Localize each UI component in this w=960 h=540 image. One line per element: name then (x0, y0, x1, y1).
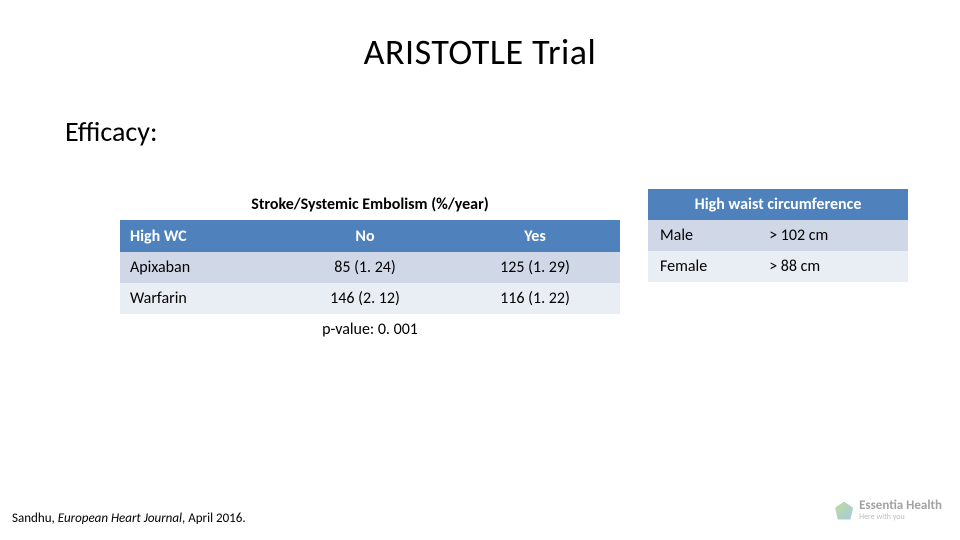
citation: Sandhu, European Heart Journal, April 20… (12, 511, 246, 526)
logo-text-wrap: Essentia Health Here with you (859, 499, 942, 522)
table-row: Female > 88 cm (648, 251, 908, 282)
table-row: Male > 102 cm (648, 220, 908, 251)
cell-threshold: > 88 cm (757, 251, 908, 282)
section-subtitle: Efficacy: (0, 74, 960, 149)
tables-container: Stroke/Systemic Embolism (%/year) High W… (0, 149, 960, 345)
pvalue-cell: p-value: 0. 001 (120, 314, 620, 345)
cell-sex: Male (648, 220, 757, 251)
citation-prefix: Sandhu, (12, 511, 58, 526)
subhead-highwc: High WC (120, 221, 280, 253)
pvalue-row: p-value: 0. 001 (120, 314, 620, 345)
table-row: Apixaban 85 (1. 24) 125 (1. 29) (120, 252, 620, 283)
page-title: ARISTOTLE Trial (0, 0, 960, 74)
table-subheader-row: High WC No Yes (120, 221, 620, 253)
logo-tagline: Here with you (859, 512, 942, 522)
table-row: Warfarin 146 (2. 12) 116 (1. 22) (120, 283, 620, 314)
table-header-span: Stroke/Systemic Embolism (%/year) (120, 189, 620, 221)
subhead-yes: Yes (450, 221, 620, 253)
cell-yes: 116 (1. 22) (450, 283, 620, 314)
citation-suffix: , April 2016. (182, 511, 246, 526)
brand-logo: Essentia Health Here with you (835, 499, 942, 522)
citation-journal: European Heart Journal (58, 511, 182, 526)
logo-name: Essentia Health (859, 499, 942, 512)
cell-sex: Female (648, 251, 757, 282)
cell-no: 85 (1. 24) (280, 252, 450, 283)
cell-drug: Apixaban (120, 252, 280, 283)
cell-drug: Warfarin (120, 283, 280, 314)
cell-yes: 125 (1. 29) (450, 252, 620, 283)
shield-icon (835, 502, 853, 520)
waist-table: High waist circumference Male > 102 cm F… (648, 189, 908, 282)
cell-no: 146 (2. 12) (280, 283, 450, 314)
efficacy-table: Stroke/Systemic Embolism (%/year) High W… (120, 189, 620, 345)
cell-threshold: > 102 cm (757, 220, 908, 251)
subhead-no: No (280, 221, 450, 253)
waist-header: High waist circumference (648, 189, 908, 220)
